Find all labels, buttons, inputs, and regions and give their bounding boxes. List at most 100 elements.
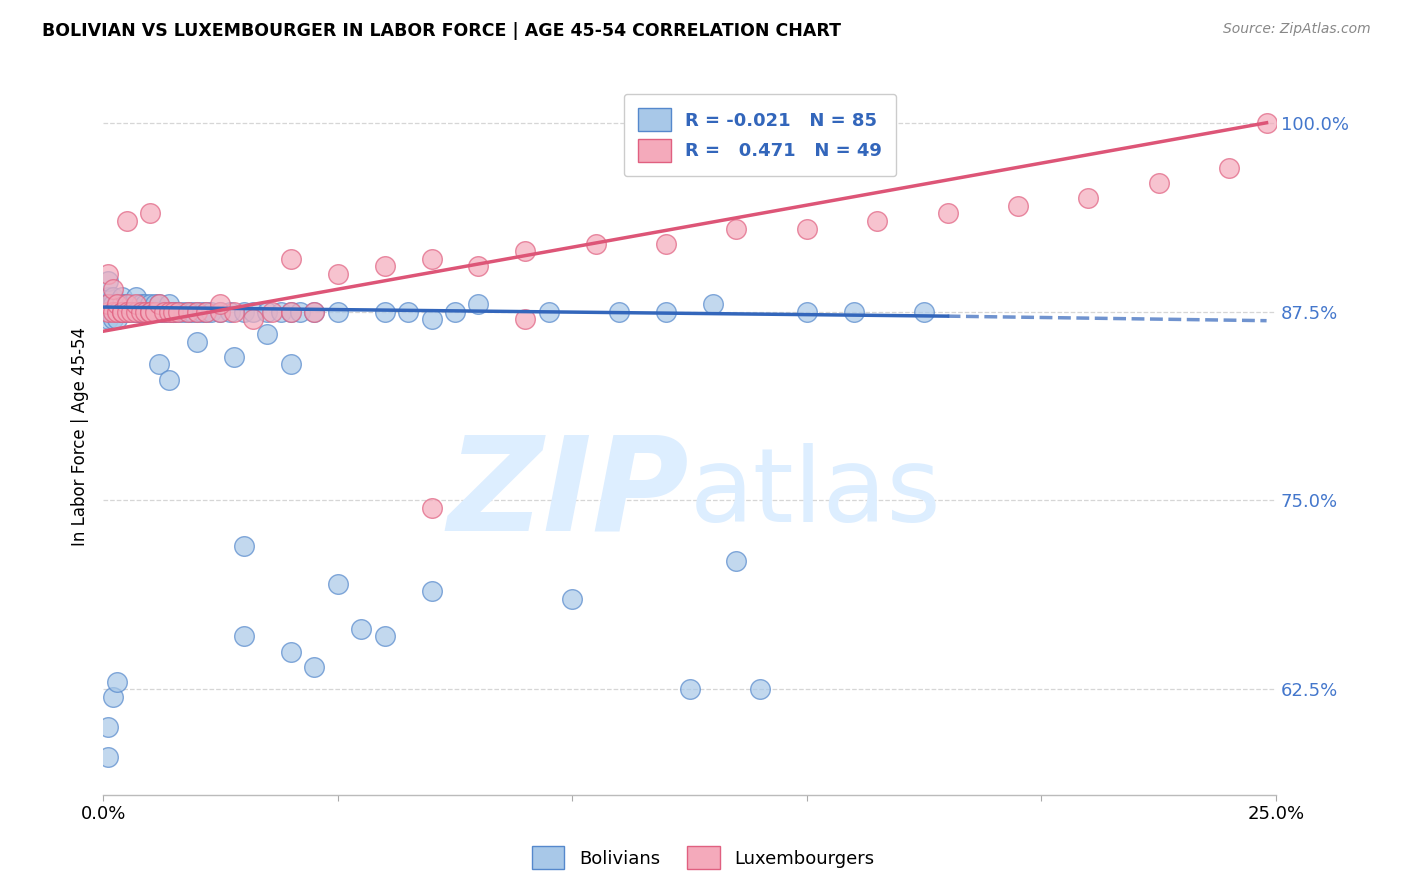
Point	[302, 304, 325, 318]
Point	[101, 297, 124, 311]
Text: Source: ZipAtlas.com: Source: ZipAtlas.com	[1223, 22, 1371, 37]
Point	[218, 304, 240, 318]
Point	[139, 304, 162, 318]
Point	[374, 304, 396, 318]
Point	[280, 252, 302, 266]
Point	[167, 304, 190, 318]
Point	[125, 297, 148, 311]
Point	[242, 312, 264, 326]
Point	[101, 312, 124, 326]
Point	[515, 244, 537, 259]
Legend: Bolivians, Luxembourgers: Bolivians, Luxembourgers	[523, 838, 883, 879]
Y-axis label: In Labor Force | Age 45-54: In Labor Force | Age 45-54	[72, 326, 89, 546]
Point	[97, 289, 120, 303]
Point	[157, 373, 180, 387]
Point	[350, 622, 373, 636]
Point	[190, 304, 212, 318]
Point	[129, 297, 152, 311]
Point	[302, 659, 325, 673]
Point	[139, 304, 162, 318]
Point	[232, 539, 254, 553]
Point	[97, 267, 120, 281]
Point	[232, 629, 254, 643]
Point	[129, 304, 152, 318]
Point	[134, 304, 156, 318]
Point	[111, 304, 134, 318]
Point	[260, 304, 283, 318]
Point	[607, 304, 630, 318]
Point	[796, 304, 818, 318]
Point	[97, 274, 120, 288]
Point	[302, 304, 325, 318]
Point	[125, 304, 148, 318]
Point	[280, 304, 302, 318]
Point	[655, 304, 678, 318]
Point	[101, 282, 124, 296]
Point	[115, 304, 138, 318]
Point	[120, 297, 142, 311]
Point	[280, 644, 302, 658]
Point	[139, 297, 162, 311]
Point	[725, 221, 748, 235]
Point	[1256, 116, 1278, 130]
Point	[125, 304, 148, 318]
Legend: R = -0.021   N = 85, R =   0.471   N = 49: R = -0.021 N = 85, R = 0.471 N = 49	[623, 94, 896, 176]
Point	[97, 297, 120, 311]
Point	[157, 304, 180, 318]
Point	[186, 304, 208, 318]
Point	[374, 260, 396, 274]
Point	[134, 304, 156, 318]
Point	[280, 304, 302, 318]
Point	[97, 750, 120, 764]
Point	[97, 304, 120, 318]
Point	[420, 501, 443, 516]
Point	[224, 350, 246, 364]
Point	[143, 304, 166, 318]
Point	[101, 304, 124, 318]
Point	[115, 304, 138, 318]
Point	[101, 289, 124, 303]
Point	[162, 304, 184, 318]
Point	[176, 304, 198, 318]
Point	[153, 304, 176, 318]
Point	[866, 214, 889, 228]
Point	[1077, 191, 1099, 205]
Point	[537, 304, 560, 318]
Point	[97, 297, 120, 311]
Point	[702, 297, 724, 311]
Point	[912, 304, 935, 318]
Point	[200, 304, 222, 318]
Point	[139, 206, 162, 220]
Point	[796, 221, 818, 235]
Point	[167, 304, 190, 318]
Point	[111, 304, 134, 318]
Point	[1147, 176, 1170, 190]
Point	[97, 312, 120, 326]
Point	[209, 297, 232, 311]
Point	[1007, 199, 1029, 213]
Point	[420, 584, 443, 599]
Point	[326, 304, 349, 318]
Point	[148, 358, 170, 372]
Point	[105, 304, 128, 318]
Point	[374, 629, 396, 643]
Point	[842, 304, 865, 318]
Point	[420, 312, 443, 326]
Point	[148, 297, 170, 311]
Point	[143, 297, 166, 311]
Point	[115, 297, 138, 311]
Point	[195, 304, 218, 318]
Point	[186, 334, 208, 349]
Point	[678, 682, 700, 697]
Point	[97, 720, 120, 734]
Point	[143, 304, 166, 318]
Point	[101, 690, 124, 704]
Point	[139, 304, 162, 318]
Point	[97, 304, 120, 318]
Point	[111, 304, 134, 318]
Point	[125, 289, 148, 303]
Point	[157, 297, 180, 311]
Point	[256, 304, 278, 318]
Point	[111, 289, 134, 303]
Point	[209, 304, 232, 318]
